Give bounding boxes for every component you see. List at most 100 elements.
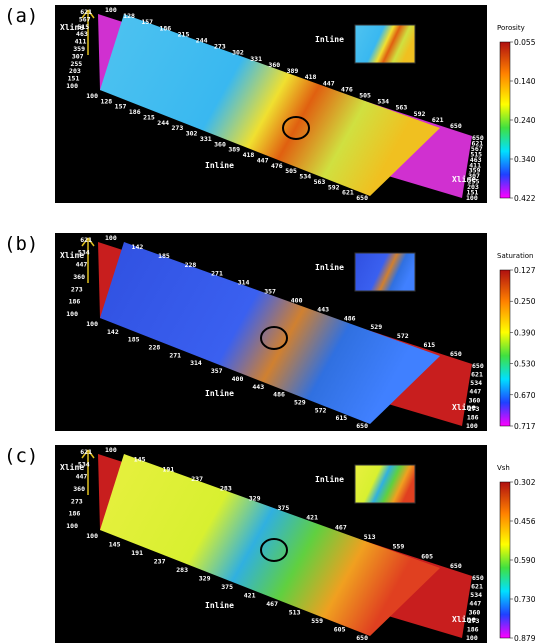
inline-tick-label: 283	[220, 485, 232, 493]
inline-tick-label: 389	[287, 67, 299, 75]
inline-tick-label: 529	[294, 398, 306, 406]
inline-tick-label: 145	[109, 541, 121, 549]
inline-tick-label: 157	[141, 18, 153, 26]
inline-tick-label: 421	[306, 514, 318, 522]
colorbar-tick-label: 0.670	[514, 391, 536, 400]
inline-tick-label: 559	[311, 617, 323, 625]
inline-tick-label: 142	[107, 328, 119, 336]
xline-tick-label: 650	[472, 574, 484, 582]
inline-tick-label: 360	[214, 140, 226, 148]
xline-tick-label: 273	[71, 497, 83, 505]
inline-tick-label: 563	[396, 104, 408, 112]
colorbar-tick-label: 0.140	[514, 77, 536, 86]
xline-label: Xline	[452, 174, 476, 184]
inline-tick-label: 605	[421, 552, 433, 560]
inline-tick-label: 100	[86, 532, 98, 540]
inline-tick-label: 467	[266, 600, 278, 608]
inline-tick-label: 100	[86, 92, 98, 100]
panel-label: (b)	[4, 233, 38, 255]
xline-label: Xline	[60, 22, 84, 32]
inline-tick-label: 505	[359, 91, 371, 99]
xline-tick-label: 650	[472, 362, 484, 370]
xline-tick-label: 447	[469, 600, 481, 608]
colorbar-tick-label: 0.730	[514, 595, 536, 604]
inline-tick-label: 142	[132, 243, 144, 251]
inline-tick-label: 329	[249, 494, 261, 502]
inline-tick-label: 389	[228, 146, 240, 154]
inline-tick-label: 650	[356, 634, 368, 642]
xline-tick-label: 100	[466, 634, 478, 642]
inline-tick-label: 615	[423, 341, 435, 349]
xline-tick-label: 447	[469, 388, 481, 396]
colorbar-title: Saturation	[497, 252, 534, 260]
inline-tick-label: 621	[432, 116, 444, 124]
inline-tick-label: 418	[305, 73, 317, 81]
xline-tick-label: 621	[471, 583, 483, 591]
inline-tick-label: 650	[450, 562, 462, 570]
colorbar-title: Vsh	[497, 464, 510, 472]
inline-tick-label: 513	[364, 533, 376, 541]
xline-tick-label: 100	[466, 422, 478, 430]
panel-label: (c)	[4, 445, 38, 467]
inline-tick-label: 228	[185, 261, 197, 269]
xline-tick-label: 621	[80, 448, 92, 456]
colorbar-tick-label: 0.590	[514, 556, 536, 565]
inline-tick-label: 400	[232, 375, 244, 383]
inline-tick-label: 650	[356, 194, 368, 202]
inline-tick-label: 128	[100, 97, 112, 105]
inline-tick-label: 100	[105, 234, 117, 242]
inline-tick-label: 421	[244, 592, 256, 600]
inline-tick-label: 185	[128, 336, 140, 344]
inline-tick-label: 273	[214, 43, 226, 51]
inline-tick-label: 157	[115, 103, 127, 111]
inline-tick-label: 650	[450, 350, 462, 358]
inline-tick-label: 271	[169, 351, 181, 359]
inline-label: Inline	[205, 600, 234, 610]
inline-tick-label: 375	[278, 504, 290, 512]
inline-tick-label: 529	[370, 323, 382, 331]
xline-tick-label: 447	[76, 473, 88, 481]
inline-tick-label: 563	[314, 178, 326, 186]
xline-tick-label: 360	[73, 485, 85, 493]
inline-tick-label: 215	[143, 113, 155, 121]
inline-label: Inline	[205, 160, 234, 170]
inline-label: Inline	[205, 388, 234, 398]
inline-tick-label: 283	[176, 566, 188, 574]
inline-tick-label: 100	[86, 320, 98, 328]
panel-label: (a)	[4, 5, 38, 27]
colorbar-tick-label: 0.250	[514, 297, 536, 306]
colorbar-tick-label: 0.390	[514, 328, 536, 337]
colorbar	[500, 42, 510, 198]
xline-tick-label: 447	[76, 261, 88, 269]
xline-tick-label: 534	[470, 379, 482, 387]
inline-tick-label: 271	[211, 270, 223, 278]
inline-tick-label: 592	[414, 110, 426, 118]
inline-tick-label: 273	[172, 124, 184, 132]
inline-tick-label: 360	[268, 61, 280, 69]
inline-tick-label: 186	[129, 108, 141, 116]
xline-label: Xline	[452, 614, 476, 624]
inline-tick-label: 145	[134, 456, 146, 464]
inline-tick-label: 534	[299, 173, 311, 181]
colorbar-tick-label: 0.530	[514, 360, 536, 369]
figure: (a)1001281571862152442733023313603894184…	[0, 0, 542, 643]
inline-tick-label: 302	[186, 130, 198, 138]
inline-tick-label: 605	[334, 626, 346, 634]
xline-label: Xline	[60, 250, 84, 260]
inline-tick-label: 331	[250, 55, 262, 63]
colorbar-tick-label: 0.240	[514, 116, 536, 125]
inline-label: Inline	[315, 34, 344, 44]
colorbar-tick-label: 0.879	[514, 634, 536, 643]
inline-tick-label: 191	[163, 465, 175, 473]
inline-tick-label: 592	[328, 183, 340, 191]
inline-tick-label: 244	[196, 37, 208, 45]
xline-label: Xline	[60, 462, 84, 472]
inset-image	[355, 465, 415, 503]
inline-tick-label: 237	[154, 558, 166, 566]
inline-tick-label: 100	[105, 6, 117, 14]
inline-tick-label: 505	[285, 167, 297, 175]
xline-tick-label: 360	[73, 273, 85, 281]
inset-image	[355, 25, 415, 63]
inline-tick-label: 572	[315, 406, 327, 414]
inline-tick-label: 418	[243, 151, 255, 159]
